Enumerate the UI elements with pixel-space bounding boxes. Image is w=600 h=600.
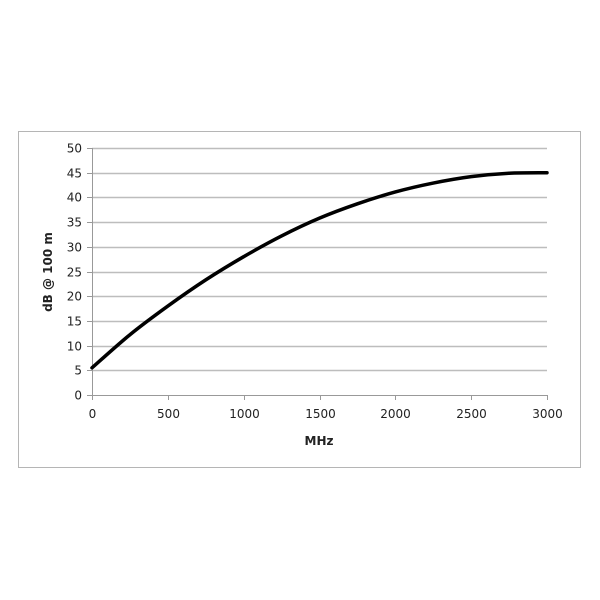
gridlines [92, 147, 547, 372]
axes [87, 148, 548, 400]
y-tick-label: 25 [67, 266, 82, 280]
x-tick-label: 2500 [456, 407, 487, 421]
y-tick-label: 50 [67, 142, 82, 156]
y-tick-label: 40 [67, 191, 82, 205]
y-tick-label: 45 [67, 167, 82, 181]
y-tick-label: 30 [67, 241, 82, 255]
x-tick-label: 1000 [229, 407, 260, 421]
y-tick-label: 15 [67, 315, 82, 329]
x-tick-label: 0 [89, 407, 97, 421]
x-tick-label: 2000 [380, 407, 411, 421]
y-tick-label: 0 [74, 389, 82, 403]
y-tick-labels: 0 5 10 15 20 25 30 35 40 45 50 [67, 142, 82, 403]
x-tick-labels: 0 500 1000 1500 2000 2500 3000 [89, 407, 563, 421]
y-axis-label: dB @ 100 m [41, 232, 55, 312]
y-tick-label: 5 [74, 364, 82, 378]
y-tick-label: 35 [67, 216, 82, 230]
series-line [90, 170, 549, 370]
x-tick-label: 3000 [532, 407, 563, 421]
x-axis-label: MHz [305, 434, 334, 448]
y-tick-label: 10 [67, 340, 82, 354]
x-tick-label: 1500 [305, 407, 336, 421]
x-tick-label: 500 [157, 407, 180, 421]
chart-frame [18, 131, 581, 468]
y-tick-label: 20 [67, 290, 82, 304]
